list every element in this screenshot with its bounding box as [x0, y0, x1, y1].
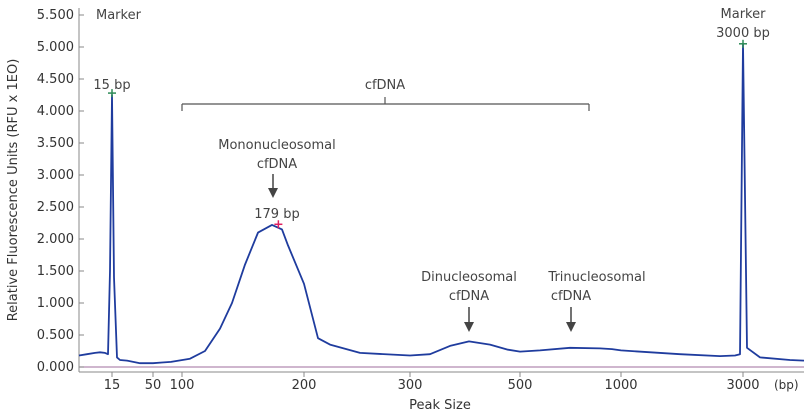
tri-label-line2: cfDNA: [551, 289, 591, 304]
y-tick-label: 3.000: [37, 168, 74, 183]
tri-label-line1: Trinucleosomal: [547, 270, 645, 285]
fluorescence-trace: [78, 42, 805, 365]
marker-right-label: Marker: [721, 7, 767, 22]
y-tick-label: 2.500: [37, 200, 74, 215]
di-label-line2: cfDNA: [449, 289, 489, 304]
peak-size-label: 15 bp: [93, 78, 130, 93]
di-label-line1: Dinucleosomal: [421, 270, 517, 285]
x-axis-ticks: 15 50 100 200 300 500 1000 3000: [104, 372, 760, 393]
di-arrow: [464, 307, 474, 332]
y-axis-ticks: 0.000 0.500 1.000 1.500 2.000 2.500 3.000 3.500…: [37, 8, 84, 375]
cfdna-bracket: [181, 97, 590, 111]
y-tick-label: 0.000: [37, 360, 74, 375]
cfdna-label: cfDNA: [365, 78, 405, 93]
marker-left-label: Marker: [96, 8, 142, 23]
y-axis-title: Relative Fluorescence Units (RFU x 1EO): [6, 59, 21, 322]
x-axis-title: Peak Size: [409, 398, 471, 413]
y-tick-label: 1.500: [37, 264, 74, 279]
y-tick-label: 5.000: [37, 40, 74, 55]
y-tick-label: 0.500: [37, 328, 74, 343]
y-tick-label: 4.500: [37, 72, 74, 87]
mono-label-line2: cfDNA: [257, 157, 297, 172]
x-tick-label: 300: [398, 378, 423, 393]
x-tick-label: 1000: [604, 378, 637, 393]
y-tick-label: 2.000: [37, 232, 74, 247]
peak-size-label: 3000 bp: [716, 26, 770, 41]
y-tick-label: 5.500: [37, 8, 74, 23]
y-tick-label: 4.000: [37, 104, 74, 119]
mono-label-line1: Mononucleosomal: [218, 138, 336, 153]
y-tick-label: 1.000: [37, 296, 74, 311]
tri-arrow: [566, 307, 576, 332]
mono-arrow: [268, 174, 278, 198]
y-tick-label: 3.500: [37, 136, 74, 151]
x-tick-label: 500: [508, 378, 533, 393]
peak-markers: 15 bp 179 bp 3000 bp: [93, 26, 770, 229]
peak-size-label: 179 bp: [254, 207, 299, 222]
x-tick-label: 100: [170, 378, 195, 393]
x-tick-label: 3000: [726, 378, 759, 393]
x-tick-label: 200: [292, 378, 317, 393]
x-unit-label: (bp): [774, 378, 799, 392]
x-tick-label: 50: [145, 378, 162, 393]
x-tick-label: 15: [104, 378, 121, 393]
